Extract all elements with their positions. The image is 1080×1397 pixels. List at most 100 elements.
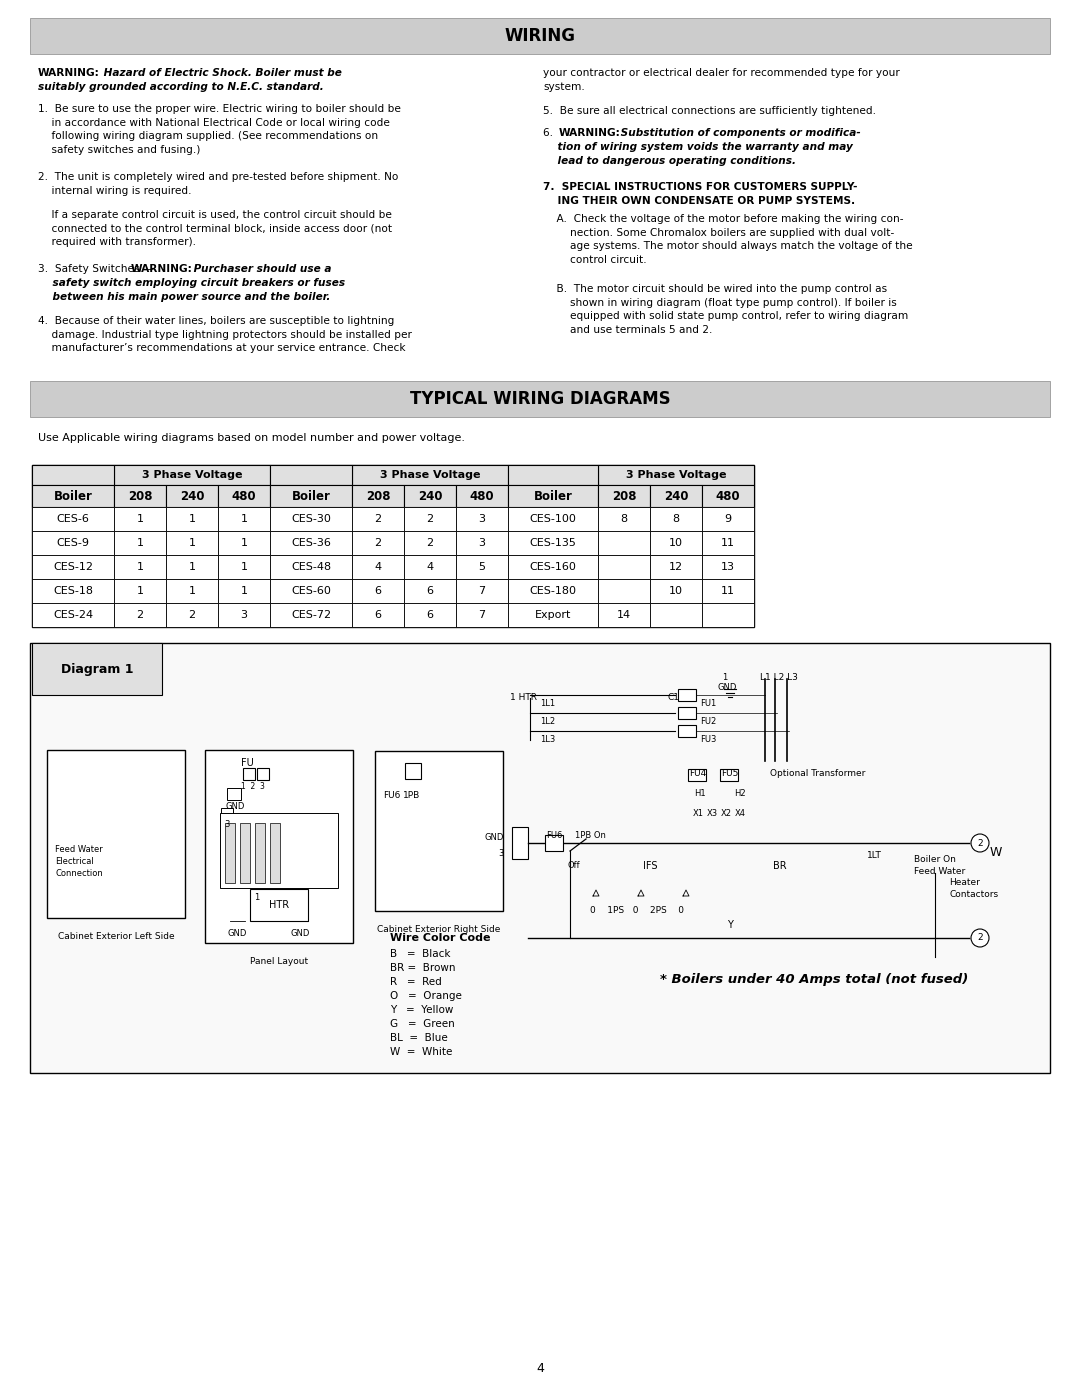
Bar [114, 604, 166, 627]
Text: O   =  Orange: O = Orange [390, 990, 462, 1002]
Text: Off: Off [567, 861, 580, 870]
Text: 1: 1 [136, 562, 144, 571]
Text: 1: 1 [723, 673, 728, 682]
Circle shape [971, 929, 989, 947]
Bar [404, 604, 456, 627]
Text: CES-135: CES-135 [529, 538, 577, 548]
Bar [30, 643, 1050, 1073]
Text: Panel Layout: Panel Layout [249, 957, 308, 965]
Text: CES-180: CES-180 [529, 585, 577, 597]
Text: CES-6: CES-6 [56, 514, 90, 524]
Text: 1: 1 [136, 514, 144, 524]
Text: 12: 12 [669, 562, 683, 571]
Text: Y   =  Yellow: Y = Yellow [390, 1004, 454, 1016]
Text: TYPICAL WIRING DIAGRAMS: TYPICAL WIRING DIAGRAMS [409, 390, 671, 408]
Text: 208: 208 [611, 489, 636, 503]
Text: Export: Export [535, 610, 571, 620]
Text: 1: 1 [136, 585, 144, 597]
Text: BL  =  Blue: BL = Blue [390, 1032, 448, 1044]
Text: 11: 11 [721, 538, 735, 548]
Text: suitably grounded according to N.E.C. standard.: suitably grounded according to N.E.C. st… [38, 82, 324, 92]
Bar [508, 604, 598, 627]
Text: GND: GND [227, 929, 246, 937]
Bar [166, 485, 218, 507]
Bar [114, 555, 166, 578]
Bar [218, 578, 270, 604]
Bar [32, 555, 114, 578]
Text: Contactors: Contactors [949, 890, 998, 900]
Text: IFS: IFS [643, 861, 658, 870]
Text: 1: 1 [241, 514, 247, 524]
Text: 480: 480 [470, 489, 495, 503]
Text: 7: 7 [478, 610, 486, 620]
Text: 1: 1 [136, 538, 144, 548]
Text: Boiler On: Boiler On [914, 855, 956, 863]
Text: Y: Y [727, 921, 733, 930]
Text: 3 Phase Voltage: 3 Phase Voltage [380, 469, 481, 481]
Text: 1L3: 1L3 [540, 735, 555, 745]
Text: A.  Check the voltage of the motor before making the wiring con-
        nection: A. Check the voltage of the motor before… [543, 214, 913, 265]
Text: 240: 240 [179, 489, 204, 503]
Bar [598, 578, 650, 604]
Text: X3: X3 [706, 809, 717, 819]
Text: 2: 2 [427, 514, 433, 524]
Bar [32, 485, 114, 507]
Text: lead to dangerous operating conditions.: lead to dangerous operating conditions. [543, 156, 796, 166]
Text: 1: 1 [189, 538, 195, 548]
Circle shape [112, 778, 120, 787]
Text: G   =  Green: G = Green [390, 1018, 455, 1030]
Bar [166, 507, 218, 531]
Bar [702, 555, 754, 578]
Bar [702, 531, 754, 555]
Text: 2: 2 [375, 514, 381, 524]
Text: CES-36: CES-36 [292, 538, 330, 548]
Bar [508, 531, 598, 555]
Text: 1: 1 [189, 514, 195, 524]
Text: 1: 1 [241, 538, 247, 548]
Text: WARNING:: WARNING: [131, 264, 193, 274]
Bar [456, 555, 508, 578]
Text: 3: 3 [478, 514, 486, 524]
Bar [32, 507, 114, 531]
Bar [166, 578, 218, 604]
Text: 8: 8 [673, 514, 679, 524]
Bar [508, 485, 598, 507]
Bar [352, 531, 404, 555]
Bar [456, 604, 508, 627]
Bar [650, 531, 702, 555]
Text: GND: GND [291, 929, 310, 937]
Text: 1PB On: 1PB On [575, 831, 606, 840]
Bar [270, 823, 280, 883]
Bar [270, 604, 352, 627]
Bar [702, 507, 754, 531]
Text: 6.: 6. [543, 129, 559, 138]
Text: 5: 5 [478, 562, 486, 571]
Text: * Boilers under 40 Amps total (not fused): * Boilers under 40 Amps total (not fused… [660, 972, 969, 986]
Bar [32, 465, 114, 485]
Bar [404, 507, 456, 531]
Text: 13: 13 [721, 562, 735, 571]
Text: L1 L2 L3: L1 L2 L3 [760, 673, 798, 682]
Text: Diagram 1: Diagram 1 [60, 662, 133, 676]
Text: 480: 480 [716, 489, 740, 503]
Bar [32, 465, 754, 627]
Text: X4: X4 [734, 809, 745, 819]
Bar [650, 604, 702, 627]
Bar [598, 604, 650, 627]
Text: B.  The motor circuit should be wired into the pump control as
        shown in : B. The motor circuit should be wired int… [543, 284, 908, 335]
Text: 1: 1 [254, 893, 259, 902]
Text: Feed Water: Feed Water [914, 868, 966, 876]
Text: 1 HTR: 1 HTR [510, 693, 537, 703]
Bar [512, 827, 528, 859]
Text: 2: 2 [427, 538, 433, 548]
Text: 6: 6 [427, 585, 433, 597]
Bar [650, 485, 702, 507]
Text: CES-24: CES-24 [53, 610, 93, 620]
Text: Boiler: Boiler [54, 489, 93, 503]
Bar [678, 707, 696, 719]
Text: CES-160: CES-160 [529, 562, 577, 571]
Text: 10: 10 [669, 538, 683, 548]
Text: Cabinet Exterior Right Side: Cabinet Exterior Right Side [377, 925, 501, 935]
Bar [678, 725, 696, 738]
Bar [598, 555, 650, 578]
